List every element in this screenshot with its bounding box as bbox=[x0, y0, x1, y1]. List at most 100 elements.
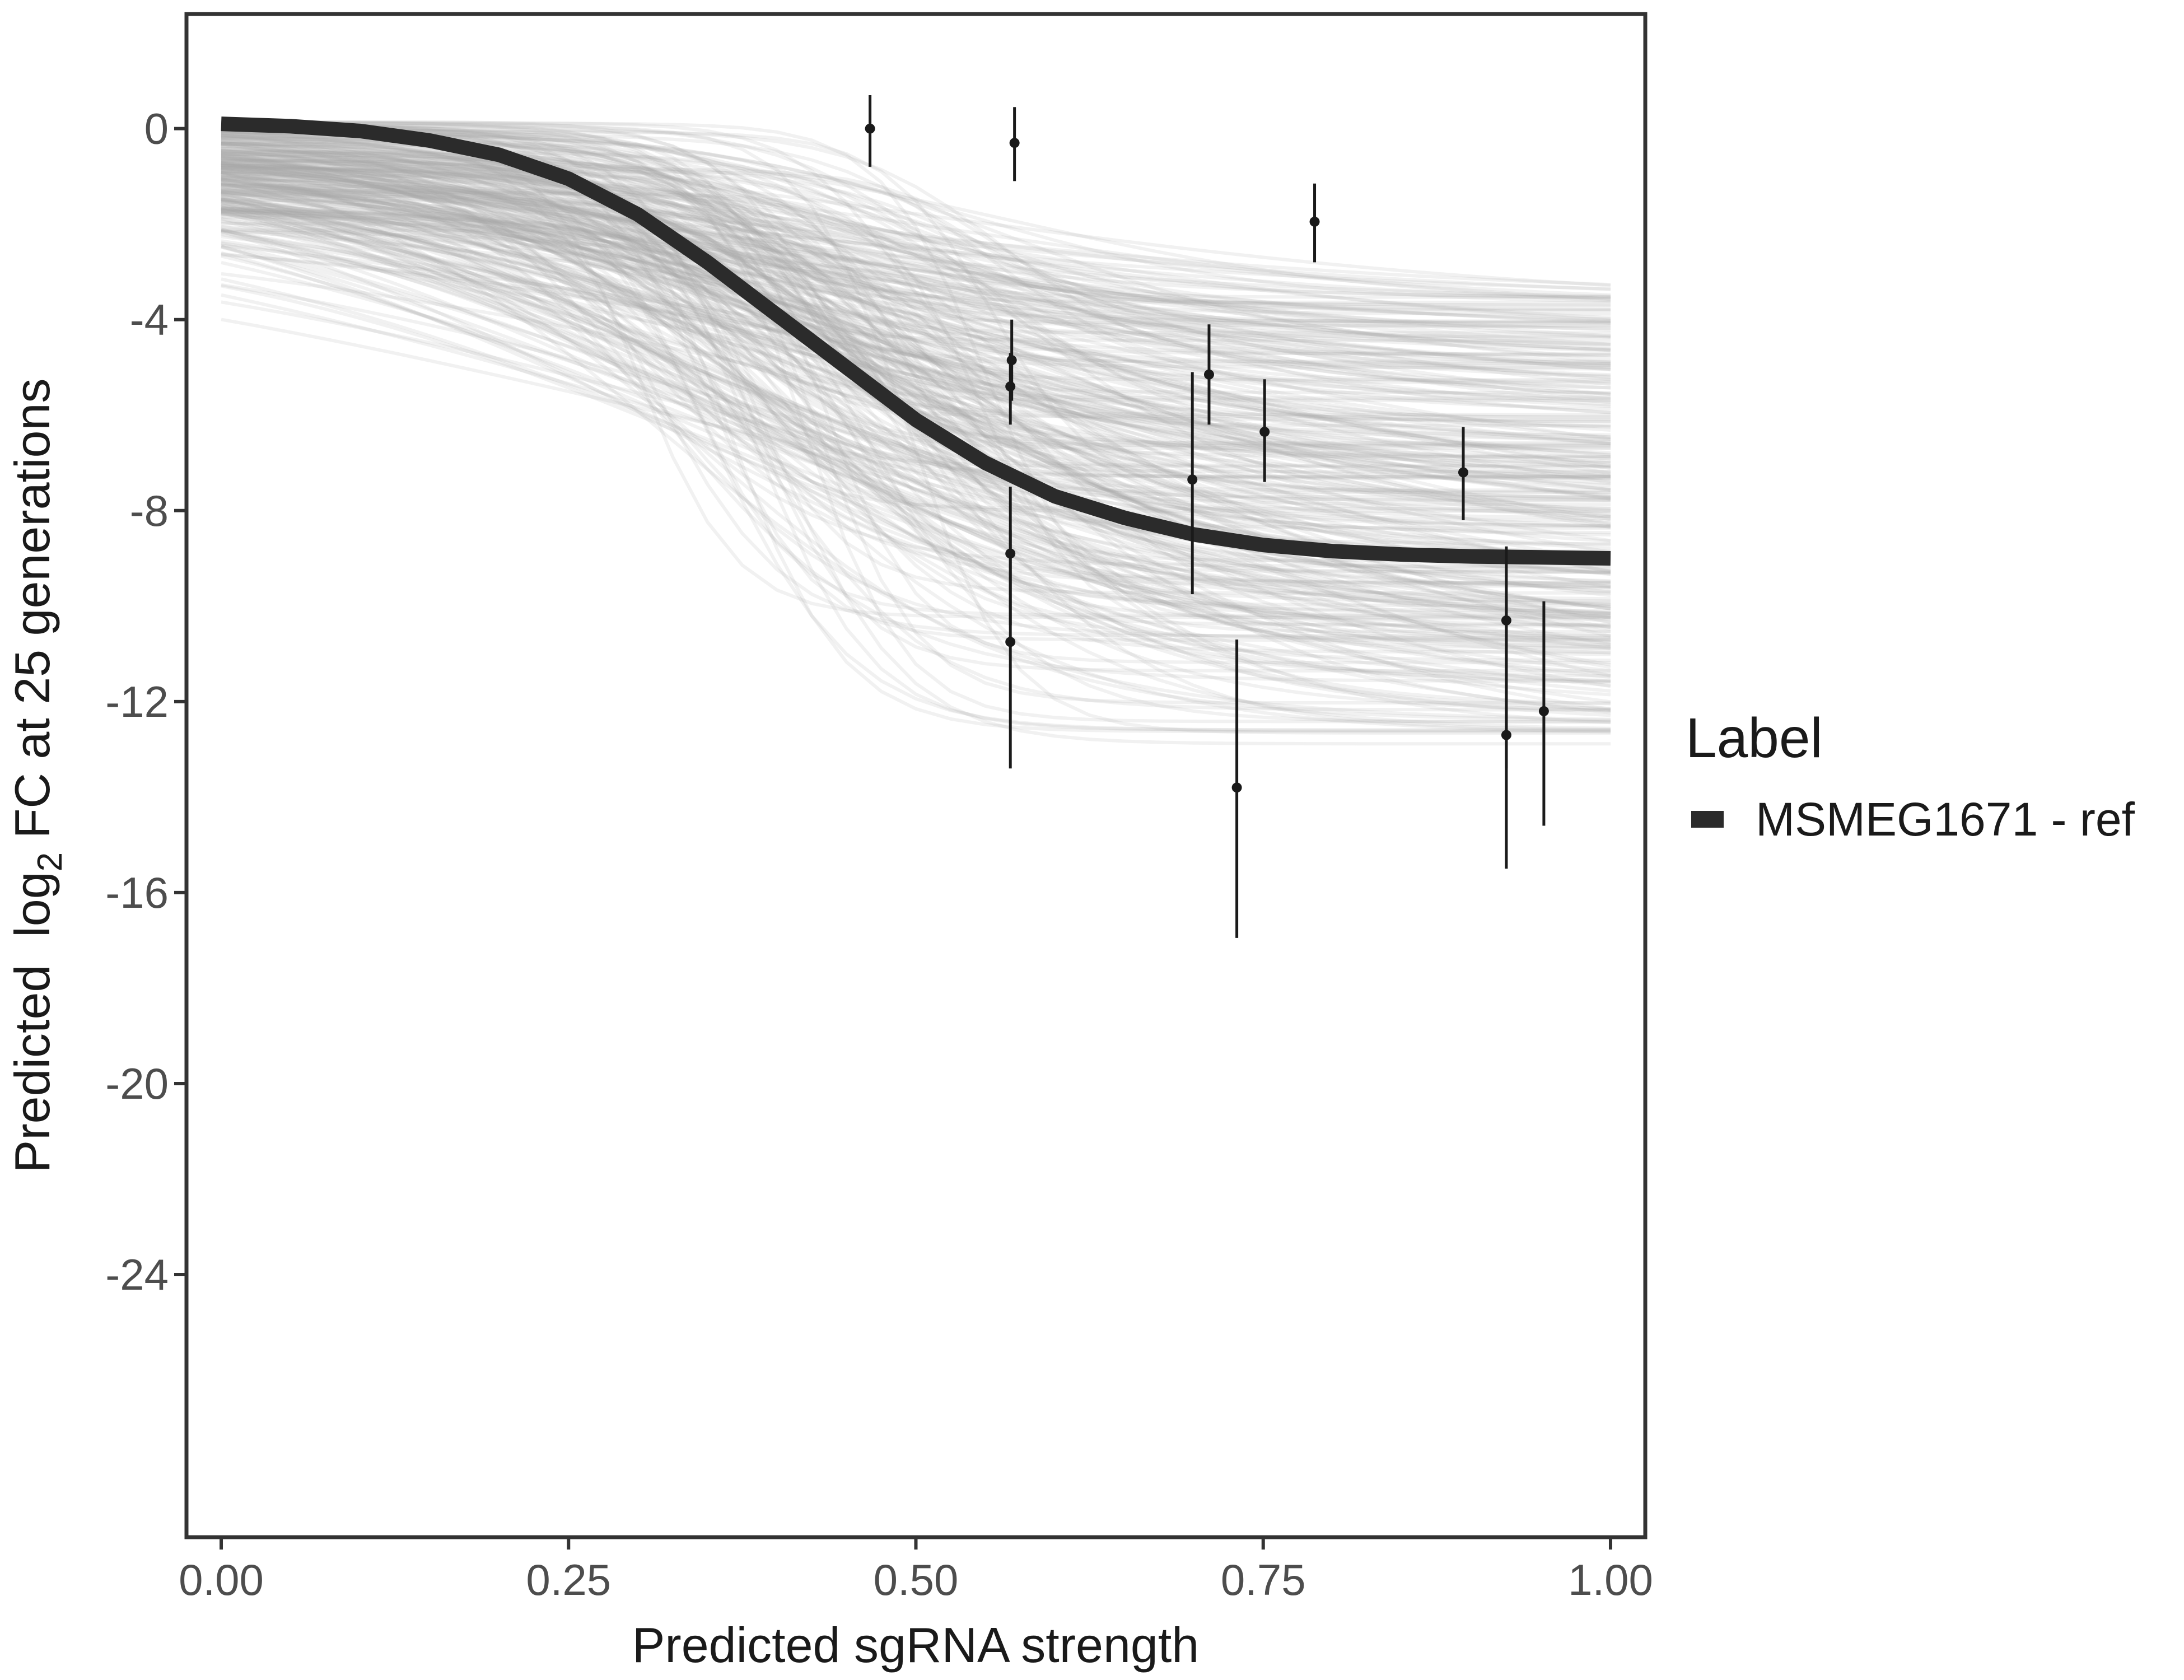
posterior-draw-line bbox=[221, 176, 1611, 302]
posterior-draw-line bbox=[221, 175, 1611, 557]
posterior-draw-line bbox=[221, 131, 1611, 610]
posterior-draw-line bbox=[221, 206, 1611, 439]
posterior-draw-line bbox=[221, 132, 1611, 383]
posterior-draw-line bbox=[221, 208, 1611, 352]
posterior-draw-line bbox=[221, 152, 1611, 500]
posterior-draw-line bbox=[221, 128, 1611, 665]
posterior-draw-line bbox=[221, 244, 1611, 715]
x-axis-tick-label: 0.00 bbox=[179, 1555, 264, 1604]
posterior-draw-line bbox=[221, 242, 1611, 650]
posterior-draw-line bbox=[221, 182, 1611, 615]
y-axis-tick-label: -20 bbox=[105, 1059, 169, 1108]
posterior-draws bbox=[221, 120, 1611, 746]
posterior-draw-line bbox=[221, 206, 1611, 563]
y-axis-title-pre: Predicted log bbox=[4, 871, 60, 1173]
posterior-draw-line bbox=[221, 205, 1611, 616]
posterior-draw-line bbox=[221, 164, 1611, 382]
posterior-draw-line bbox=[221, 161, 1611, 475]
posterior-draw-line bbox=[221, 251, 1611, 644]
posterior-draw-line bbox=[221, 148, 1611, 410]
posterior-draw-line bbox=[221, 172, 1611, 615]
posterior-draw-line bbox=[221, 187, 1611, 654]
posterior-draw-line bbox=[221, 159, 1611, 501]
posterior-draw-line bbox=[221, 164, 1611, 603]
posterior-draw-line bbox=[221, 244, 1611, 414]
posterior-draw-line bbox=[221, 122, 1611, 390]
data-point bbox=[1005, 381, 1016, 392]
posterior-draw-line bbox=[221, 163, 1611, 529]
posterior-draw-line bbox=[221, 167, 1611, 730]
posterior-draw-line bbox=[221, 200, 1611, 338]
posterior-draw-line bbox=[221, 225, 1611, 676]
posterior-draw-line bbox=[221, 167, 1611, 447]
posterior-draw-line bbox=[221, 232, 1611, 590]
posterior-draw-line bbox=[221, 210, 1611, 492]
posterior-draw-line bbox=[221, 211, 1611, 645]
posterior-draw-line bbox=[221, 231, 1611, 446]
posterior-draw-line bbox=[221, 141, 1611, 465]
posterior-draw-line bbox=[221, 171, 1611, 518]
posterior-draw-line bbox=[221, 195, 1611, 501]
posterior-draw-line bbox=[221, 211, 1611, 536]
posterior-draw-line bbox=[221, 154, 1611, 386]
posterior-draw-line bbox=[221, 133, 1611, 588]
posterior-draw-line bbox=[221, 200, 1611, 683]
posterior-draw-line bbox=[221, 178, 1611, 401]
posterior-draw-line bbox=[221, 155, 1611, 330]
posterior-draw-line bbox=[221, 169, 1611, 396]
x-axis-tick-label: 0.50 bbox=[874, 1555, 959, 1604]
posterior-draw-line bbox=[221, 158, 1611, 746]
posterior-draw-line bbox=[221, 120, 1611, 328]
posterior-draw-line bbox=[221, 199, 1611, 483]
posterior-draw-line bbox=[221, 125, 1611, 650]
y-axis-title: Predicted log2 FC at 25 generations bbox=[4, 379, 69, 1173]
data-point bbox=[1501, 730, 1511, 740]
posterior-draw-line bbox=[221, 177, 1611, 408]
posterior-draw-line bbox=[221, 178, 1611, 346]
posterior-draw-line bbox=[221, 130, 1611, 351]
posterior-draw-line bbox=[221, 197, 1611, 546]
posterior-draw-line bbox=[221, 138, 1611, 459]
posterior-draw-line bbox=[221, 142, 1611, 396]
posterior-draw-line bbox=[221, 198, 1611, 446]
posterior-draw-line bbox=[221, 212, 1611, 468]
posterior-draw-line bbox=[221, 175, 1611, 407]
posterior-draw-line bbox=[221, 180, 1611, 547]
posterior-draw-line bbox=[221, 222, 1611, 450]
posterior-draw-line bbox=[221, 147, 1611, 399]
posterior-draw-line bbox=[221, 186, 1611, 402]
posterior-draw-line bbox=[221, 134, 1611, 474]
posterior-draw-line bbox=[221, 166, 1611, 585]
fit-line-layer bbox=[221, 116, 1611, 566]
y-axis-tick-label: -24 bbox=[105, 1250, 169, 1299]
posterior-draw-line bbox=[221, 127, 1611, 706]
posterior-draw-line bbox=[221, 164, 1611, 503]
posterior-draw-line bbox=[221, 171, 1611, 721]
x-axis-title: Predicted sgRNA strength bbox=[632, 1617, 1200, 1673]
x-axis-tick-label: 0.25 bbox=[526, 1555, 611, 1604]
posterior-draw-line bbox=[221, 192, 1611, 634]
posterior-draw-line bbox=[221, 178, 1611, 494]
posterior-draw-line bbox=[221, 165, 1611, 543]
posterior-draw-line bbox=[221, 155, 1611, 561]
data-point bbox=[1203, 369, 1214, 380]
posterior-draw-line bbox=[221, 227, 1611, 610]
posterior-draw-line bbox=[221, 148, 1611, 507]
posterior-draw-line bbox=[221, 209, 1611, 606]
posterior-draw-line bbox=[221, 166, 1611, 470]
posterior-draw-line bbox=[221, 166, 1611, 571]
legend: Label MSMEG1671 - ref bbox=[1686, 707, 2135, 846]
posterior-draw-line bbox=[221, 127, 1611, 529]
posterior-draw-line bbox=[221, 174, 1611, 400]
posterior-draw-line bbox=[221, 121, 1611, 427]
posterior-draw-line bbox=[221, 219, 1611, 610]
posterior-draw-line bbox=[221, 155, 1611, 528]
posterior-draw-line bbox=[221, 128, 1611, 363]
posterior-draw-line bbox=[221, 159, 1611, 301]
posterior-draw-line bbox=[221, 300, 1611, 550]
posterior-draw-line bbox=[221, 284, 1611, 647]
posterior-draw-line bbox=[221, 128, 1611, 371]
posterior-draw-line bbox=[221, 239, 1611, 465]
posterior-draw-line bbox=[221, 209, 1611, 477]
posterior-draw-line bbox=[221, 170, 1611, 589]
